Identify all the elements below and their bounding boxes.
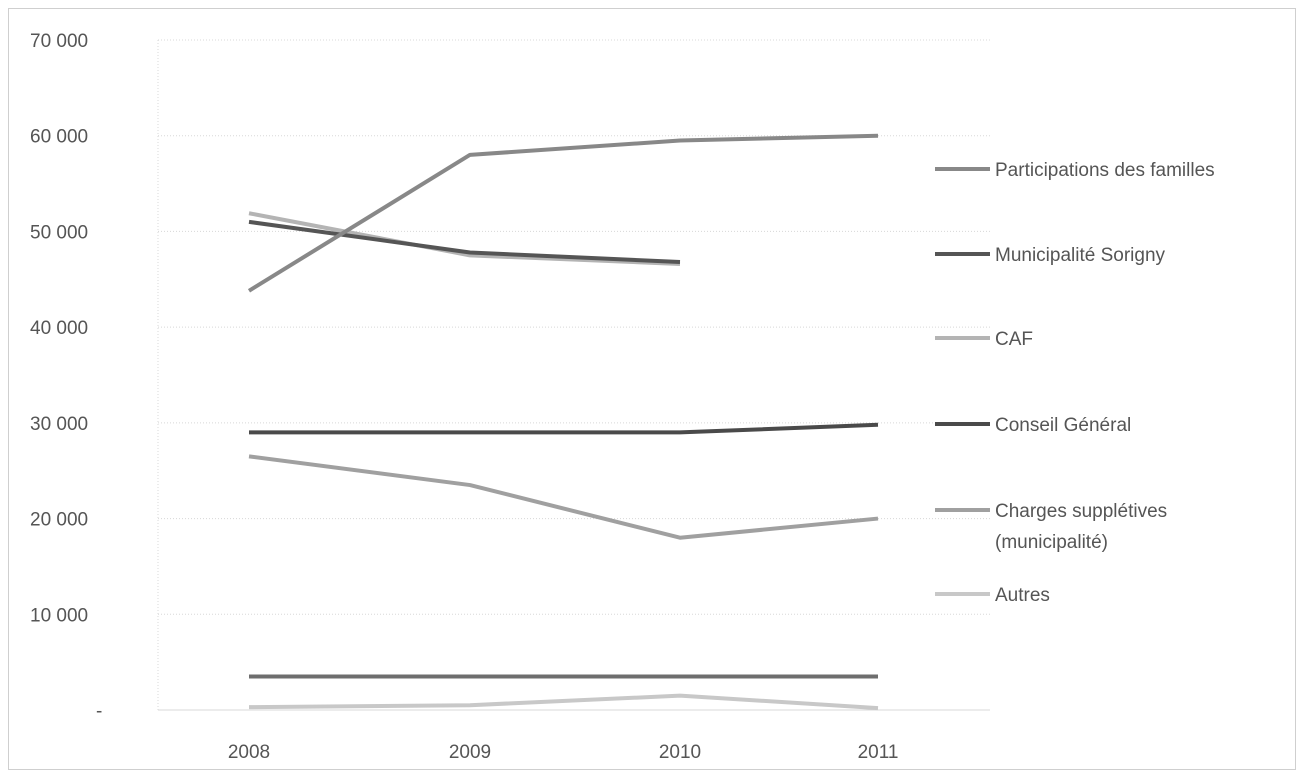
chart-frame [8,8,1296,770]
legend-label: Conseil Général [995,415,1131,436]
series-lines [247,133,879,711]
x-tick-label: 2011 [858,742,899,763]
series-line-4 [249,422,879,435]
y-tick-label: 70 000 [30,31,88,52]
series-line-3 [248,211,681,266]
y-tick-label: 10 000 [30,605,88,626]
series-line-1 [247,133,879,293]
y-tick-label: 30 000 [30,414,88,435]
y-tick-label: 50 000 [30,222,88,243]
series-line-5 [248,454,879,540]
series-line-6 [248,693,879,711]
series-line-2 [248,219,681,265]
y-tick-label: 60 000 [30,127,88,148]
y-axis-ticks: - 10 000 20 000 30 000 40 000 50 000 60 000 70 … [30,31,102,722]
legend-label: Municipalité Sorigny [995,245,1166,266]
x-tick-label: 2009 [449,742,491,763]
y-tick-label: 40 000 [30,318,88,339]
y-tick-label: 20 000 [30,510,88,531]
x-tick-label: 2008 [228,742,270,763]
gridlines [157,39,990,711]
x-axis-ticks: 2008 2009 2010 2011 [228,742,899,763]
legend: Participations des familles Municipalité … [935,160,1215,606]
legend-label: Charges supplétives (municipalité) [995,501,1167,553]
y-tick-label: - [96,701,102,722]
x-tick-label: 2010 [659,742,701,763]
legend-label: Participations des familles [995,160,1215,181]
legend-label: CAF [995,329,1033,350]
legend-label: Autres [995,585,1050,606]
